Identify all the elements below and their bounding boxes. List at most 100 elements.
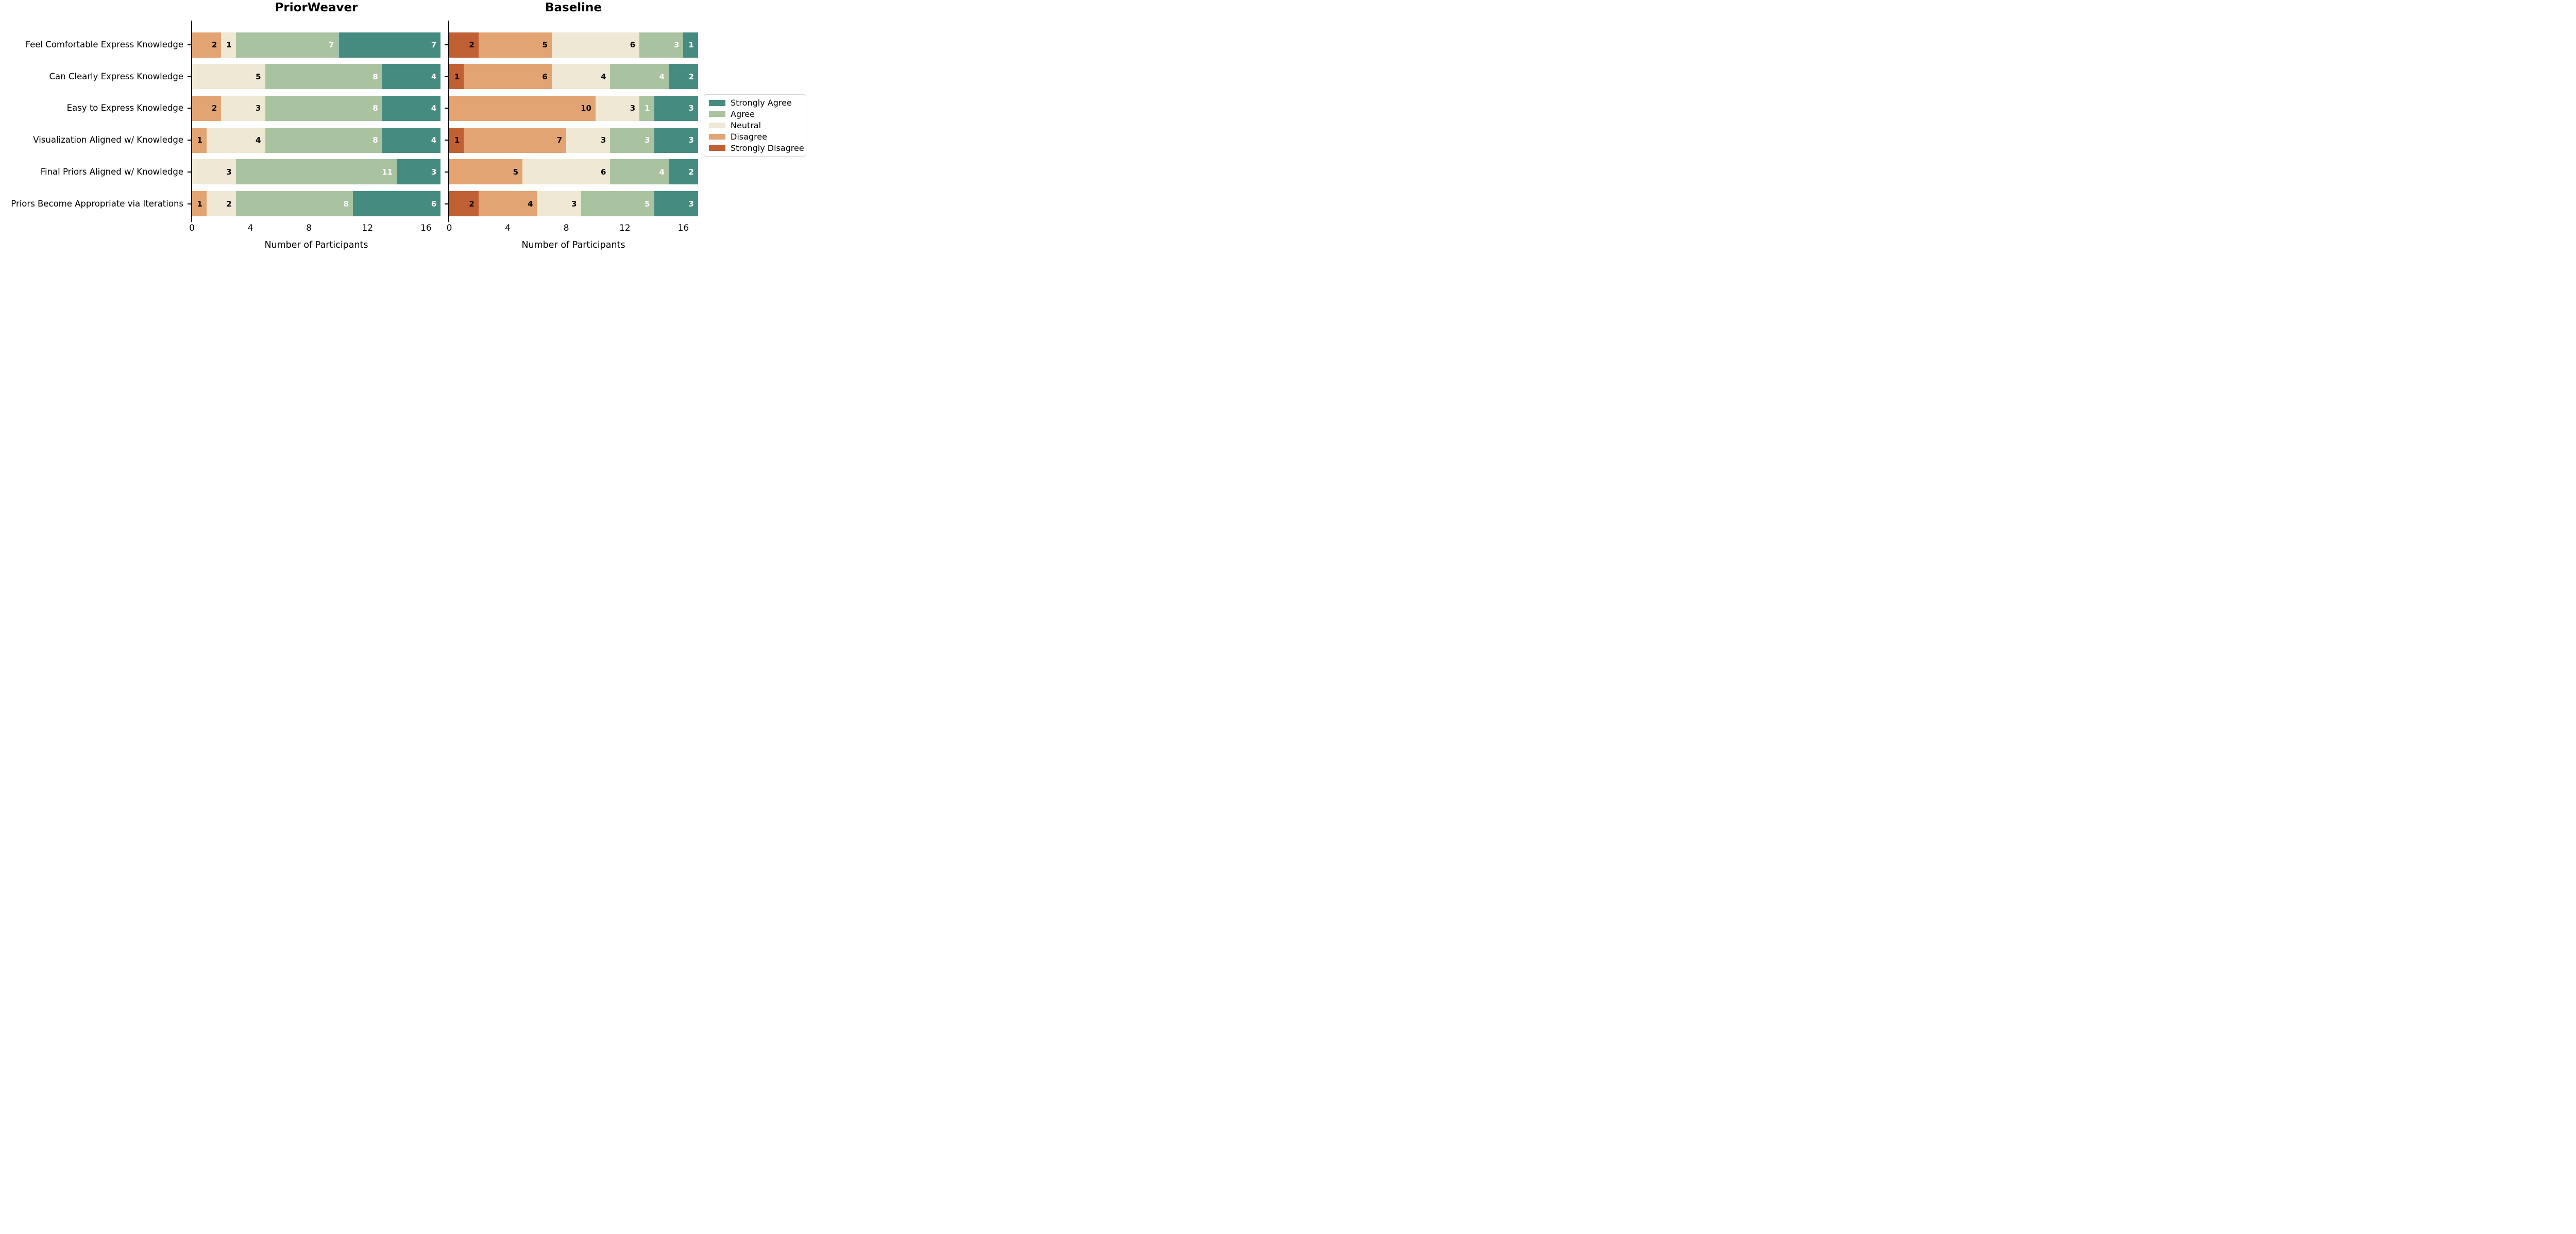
bar-segment-strongly-agree: 1: [683, 32, 698, 58]
bar-value-label: 3: [645, 135, 650, 145]
bar-segment-neutral: 3: [596, 95, 640, 121]
bar-segment-strongly-agree: 3: [654, 127, 698, 153]
bar-value-label: 7: [556, 135, 563, 145]
bar-value-label: 4: [431, 135, 437, 145]
bar-segment-strongly-disagree: 2: [449, 32, 479, 58]
y-axis-spine: [448, 21, 449, 222]
bar-value-label: 5: [256, 72, 261, 81]
bar-segment-strongly-agree: 2: [669, 159, 698, 185]
legend-item-neutral: Neutral: [709, 120, 806, 130]
bar-segment-neutral: 6: [551, 32, 640, 58]
bar-value-label: 3: [688, 104, 694, 113]
bar-segment-agree: 8: [265, 64, 382, 90]
row-label-final-priors-aligned-w-knowledge: Final Priors Aligned w/ Knowledge: [40, 166, 183, 177]
bar-value-label: 7: [329, 40, 334, 49]
bar-value-label: 3: [673, 40, 680, 49]
bar-segment-disagree: 5: [449, 159, 522, 185]
bar-value-label: 4: [431, 72, 437, 81]
bar-value-label: 4: [659, 167, 665, 177]
bar-value-label: 3: [630, 104, 636, 113]
row-label-easy-to-express-knowledge: Easy to Express Knowledge: [66, 103, 183, 113]
panel-title-priorweaver: PriorWeaver: [275, 1, 358, 14]
x-tick-label: 8: [563, 223, 569, 233]
bar-segment-strongly-agree: 3: [397, 159, 441, 185]
bar-segment-neutral: 6: [522, 159, 611, 185]
y-axis-tick: [187, 140, 191, 141]
legend-swatch-strongly-agree: [709, 100, 725, 106]
bar-value-label: 4: [600, 72, 606, 81]
bar-value-label: 8: [343, 199, 349, 209]
legend-item-strongly-disagree: Strongly Disagree: [709, 143, 806, 153]
bar-value-label: 1: [454, 72, 460, 81]
bar-value-label: 8: [372, 72, 378, 81]
x-tick-label: 12: [362, 223, 374, 233]
bar-segment-neutral: 3: [221, 95, 265, 121]
bar-value-label: 6: [600, 167, 606, 177]
y-axis-tick: [445, 140, 448, 141]
bar-value-label: 3: [431, 167, 437, 177]
bar-segment-agree: 3: [610, 127, 654, 153]
bar-segment-agree: 1: [639, 95, 654, 121]
legend-label: Neutral: [731, 120, 761, 130]
bar-value-label: 2: [211, 40, 217, 49]
bar-segment-neutral: 4: [206, 127, 265, 153]
bar-segment-agree: 4: [610, 64, 669, 90]
x-axis-label: Number of Participants: [521, 240, 625, 250]
bar-value-label: 1: [454, 135, 460, 145]
bar-segment-disagree: 5: [478, 32, 552, 58]
bar-value-label: 2: [226, 199, 232, 209]
bar-segment-strongly-disagree: 1: [449, 64, 464, 90]
legend-swatch-agree: [709, 111, 725, 117]
bar-segment-strongly-agree: 3: [654, 191, 698, 216]
bar-segment-agree: 8: [265, 127, 382, 153]
x-tick-label: 4: [505, 223, 511, 233]
bar-value-label: 2: [688, 167, 694, 177]
bar-value-label: 1: [226, 40, 232, 49]
legend-label: Strongly Disagree: [731, 143, 804, 153]
legend-box: Strongly Agree Agree Neutral Disagree Strong…: [704, 94, 806, 157]
row-label-feel-comfortable-express-knowledge: Feel Comfortable Express Knowledge: [25, 40, 183, 49]
bar-segment-neutral: 5: [192, 64, 265, 90]
x-tick-label: 16: [677, 223, 689, 233]
bar-segment-strongly-agree: 3: [654, 95, 698, 121]
bar-segment-agree: 7: [235, 32, 338, 58]
bar-segment-disagree: 2: [192, 95, 222, 121]
bar-value-label: 10: [581, 104, 591, 113]
bar-value-label: 2: [688, 72, 694, 81]
y-axis-tick: [187, 76, 191, 77]
y-axis-tick: [445, 171, 448, 173]
bar-segment-agree: 4: [610, 159, 669, 185]
x-axis-label: Number of Participants: [264, 240, 368, 250]
bar-segment-strongly-disagree: 1: [449, 127, 464, 153]
bar-segment-disagree: 4: [478, 191, 537, 216]
bar-segment-agree: 3: [639, 32, 684, 58]
x-tick-label: 0: [446, 223, 452, 233]
bar-value-label: 2: [469, 40, 474, 49]
legend-label: Agree: [731, 109, 755, 119]
bar-value-label: 4: [527, 199, 533, 209]
legend-label: Strongly Agree: [731, 98, 792, 108]
bar-segment-neutral: 3: [192, 159, 236, 185]
bar-segment-disagree: 7: [464, 127, 567, 153]
bar-value-label: 11: [382, 167, 393, 177]
legend-item-disagree: Disagree: [709, 131, 806, 142]
bar-segment-strongly-agree: 2: [669, 64, 698, 90]
bar-value-label: 2: [469, 199, 474, 209]
bar-value-label: 6: [630, 40, 636, 49]
bar-value-label: 3: [226, 167, 232, 177]
y-axis-tick: [187, 44, 191, 45]
bar-value-label: 3: [688, 199, 694, 209]
y-axis-tick: [445, 76, 448, 77]
y-axis-tick: [445, 203, 448, 204]
bar-segment-neutral: 3: [566, 127, 611, 153]
bar-segment-disagree: 10: [449, 95, 596, 121]
bar-segment-strongly-agree: 4: [382, 127, 441, 153]
bar-segment-disagree: 1: [192, 127, 207, 153]
bar-value-label: 1: [688, 40, 694, 49]
bar-value-label: 6: [431, 199, 437, 209]
x-tick-label: 12: [619, 223, 631, 233]
bar-value-label: 4: [659, 72, 665, 81]
bar-segment-disagree: 6: [464, 64, 552, 90]
y-axis-spine: [191, 21, 192, 222]
bar-segment-strongly-agree: 4: [382, 95, 441, 121]
